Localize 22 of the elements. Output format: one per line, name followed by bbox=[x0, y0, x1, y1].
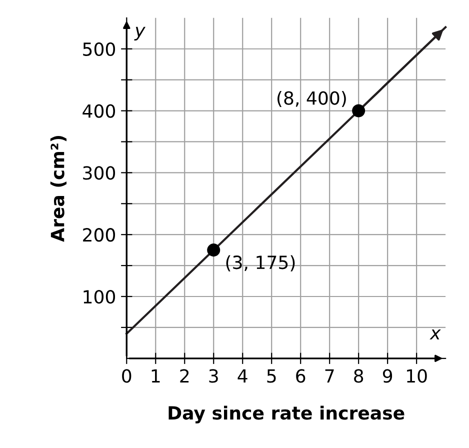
y-tick-label: 400 bbox=[82, 104, 116, 118]
y-tick-label: 100 bbox=[84, 290, 116, 304]
x-tick-label: 0 bbox=[122, 369, 132, 383]
y-tick-label: 200 bbox=[83, 228, 116, 242]
annotation: (8, 400) bbox=[277, 90, 346, 108]
x-tick-label: 1 bbox=[152, 369, 160, 383]
x-tick-label: 5 bbox=[267, 369, 276, 383]
x-tick-label: 2 bbox=[180, 369, 189, 383]
annotation: y bbox=[134, 26, 146, 40]
x-tick-label: 9 bbox=[382, 369, 392, 383]
x-tick-label: 6 bbox=[296, 369, 306, 383]
annotation: x bbox=[430, 329, 441, 340]
annotation: (3, 175) bbox=[226, 255, 295, 272]
y-axis-title: Area (cm²) bbox=[50, 136, 66, 242]
x-tick-label: 10 bbox=[407, 369, 427, 383]
x-tick-label: 8 bbox=[354, 369, 364, 383]
x-tick-label: 3 bbox=[209, 369, 218, 383]
x-tick-label: 7 bbox=[325, 369, 334, 383]
x-axis-title: Day since rate increase bbox=[168, 406, 404, 424]
x-tick-label: 4 bbox=[238, 369, 248, 383]
y-tick-label: 300 bbox=[83, 166, 116, 180]
y-tick-label: 500 bbox=[83, 42, 116, 56]
